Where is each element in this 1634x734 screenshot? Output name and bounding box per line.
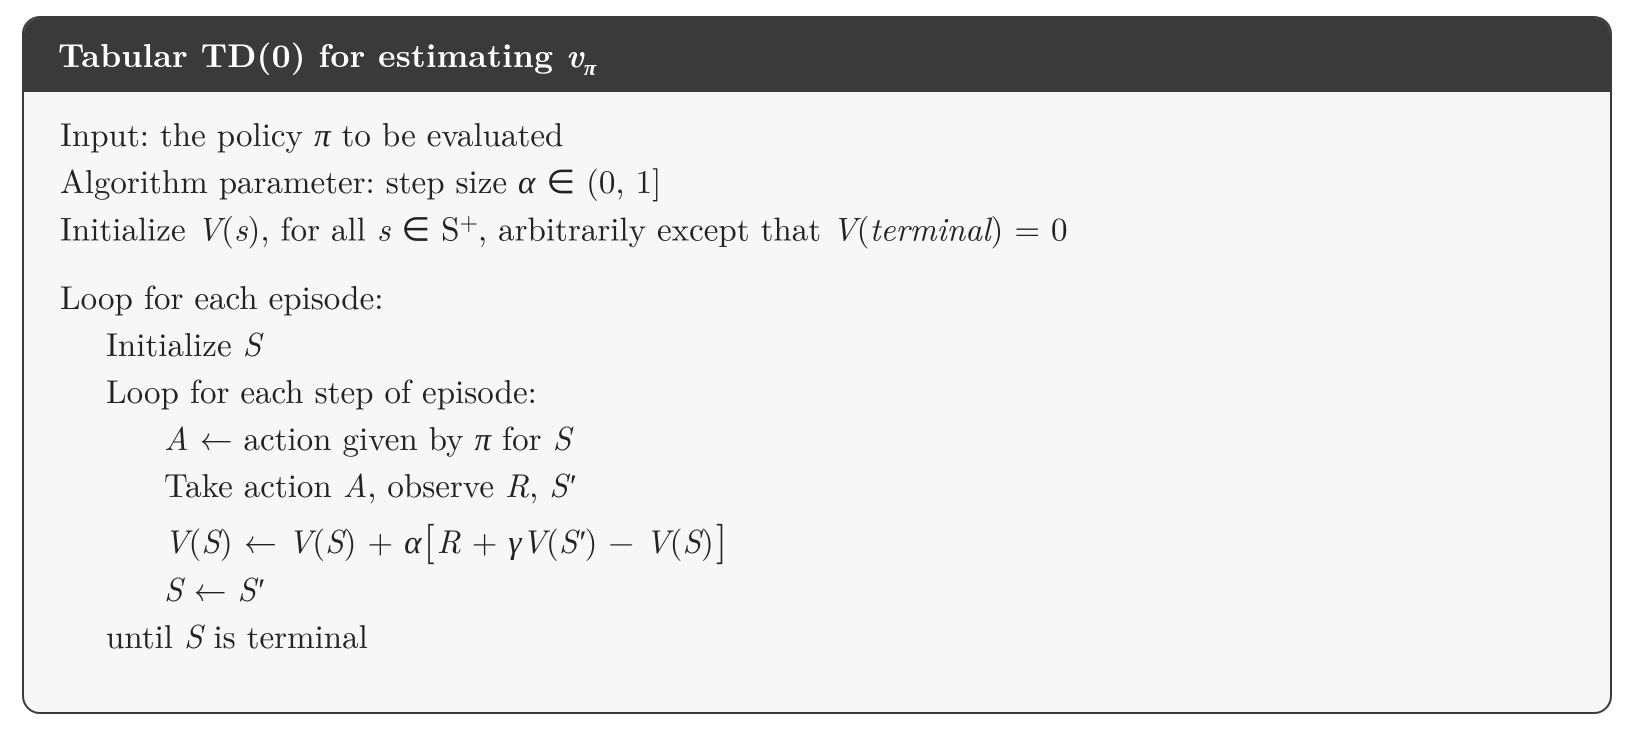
algorithm-box: Tabular TD(0) for estimating vπ Input: t… — [22, 16, 1612, 714]
sym-in: ∈ — [390, 203, 441, 250]
sym-gamma: γ — [508, 516, 521, 563]
parameter-line: Algorithm parameter: step size α ∈ (0, 1… — [60, 157, 1574, 204]
sym-state-space: S — [441, 214, 459, 247]
sym-S-prime: S′ — [238, 564, 264, 611]
text: Initialize — [106, 319, 243, 366]
sym-V: V — [197, 203, 222, 250]
text: , arbitrarily except that — [478, 203, 832, 250]
text: Initialize — [60, 203, 197, 250]
interval: (0, 1] — [586, 156, 661, 203]
paren-open: ( — [857, 203, 870, 250]
sym-alpha: α — [404, 516, 421, 563]
action-select-line: A ← action given by π for S — [60, 414, 1574, 461]
spacer — [60, 255, 1574, 273]
sym-S: S — [553, 413, 572, 460]
big-lbracket: [ — [422, 509, 437, 566]
comma: , — [529, 460, 549, 507]
input-line: Input: the policy π to be evaluated — [60, 110, 1574, 157]
title-text: Tabular TD(0) for estimating — [58, 30, 566, 77]
paren-close: ) — [220, 516, 233, 563]
assign-arrow: ← — [189, 413, 244, 460]
superscript-plus: + — [459, 203, 477, 237]
text: , for all — [260, 203, 377, 250]
text: action given by — [244, 413, 475, 460]
sym-V: V — [832, 203, 857, 250]
sym-A: A — [343, 460, 368, 507]
sym-S-prime: S′ — [549, 460, 575, 507]
sym-V: V — [288, 516, 313, 563]
sym-S: S — [184, 611, 203, 658]
update-line: V(S) ← V(S) + α[R + γV(S′) − V(S)] — [60, 508, 1574, 565]
paren-open: ( — [221, 203, 234, 250]
text: Take action — [164, 460, 343, 507]
sym-V: V — [645, 516, 670, 563]
sym-pi: π — [314, 109, 331, 156]
title-symbol-pi: π — [584, 49, 596, 82]
assign-arrow: ← — [233, 516, 288, 563]
sym-pi: π — [475, 413, 492, 460]
paren-close: ) — [344, 516, 357, 563]
paren-close: ) — [991, 203, 1004, 250]
op-minus: − — [597, 516, 645, 563]
paren-close: ) — [585, 516, 598, 563]
sym-s: s — [377, 203, 391, 250]
paren-open: ( — [670, 516, 683, 563]
loop-episode-line: Loop for each episode: — [60, 273, 1574, 320]
initialize-line: Initialize V(s), for all s ∈ S+, arbitra… — [60, 204, 1574, 256]
sym-S: S — [243, 319, 262, 366]
title-symbol-v: v — [566, 30, 584, 78]
big-rbracket: ] — [714, 509, 729, 566]
op-plus: + — [461, 516, 509, 563]
sym-S: S — [325, 516, 344, 563]
text: to be evaluated — [331, 109, 564, 156]
paren-open: ( — [312, 516, 325, 563]
initialize-s-line: Initialize S — [60, 320, 1574, 367]
text: , observe — [367, 460, 505, 507]
sym-in: ∈ — [535, 156, 586, 203]
op-plus: + — [357, 516, 405, 563]
text: for — [491, 413, 553, 460]
loop-step-line: Loop for each step of episode: — [60, 367, 1574, 414]
eq-zero: = 0 — [1003, 203, 1067, 250]
word-terminal: terminal — [869, 203, 990, 250]
sym-V: V — [164, 516, 189, 563]
assign-arrow: ← — [183, 564, 238, 611]
sym-alpha: α — [518, 156, 535, 203]
sym-S: S — [201, 516, 220, 563]
sym-R: R — [505, 460, 529, 507]
paren-open: ( — [546, 516, 559, 563]
paren-close: ) — [247, 203, 260, 250]
take-action-line: Take action A, observe R, S′ — [60, 461, 1574, 508]
text: Algorithm parameter: step size — [60, 156, 518, 203]
sym-S: S — [682, 516, 701, 563]
sym-V: V — [521, 516, 546, 563]
text: until — [106, 611, 184, 658]
algorithm-body: Input: the policy π to be evaluated Algo… — [24, 92, 1610, 712]
sym-R: R — [437, 516, 461, 563]
until-line: until S is terminal — [60, 612, 1574, 659]
text: Input: the policy — [60, 109, 314, 156]
state-assign-line: S ← S′ — [60, 565, 1574, 612]
text: is terminal — [203, 611, 368, 658]
algorithm-title-bar: Tabular TD(0) for estimating vπ — [24, 18, 1610, 92]
text: Loop for each step of episode: — [106, 366, 537, 413]
paren-close: ) — [701, 516, 714, 563]
sym-s: s — [234, 203, 248, 250]
text: Loop for each episode: — [60, 272, 383, 319]
sym-A: A — [164, 413, 189, 460]
paren-open: ( — [189, 516, 202, 563]
sym-S-prime: S′ — [559, 516, 585, 563]
sym-S: S — [164, 564, 183, 611]
